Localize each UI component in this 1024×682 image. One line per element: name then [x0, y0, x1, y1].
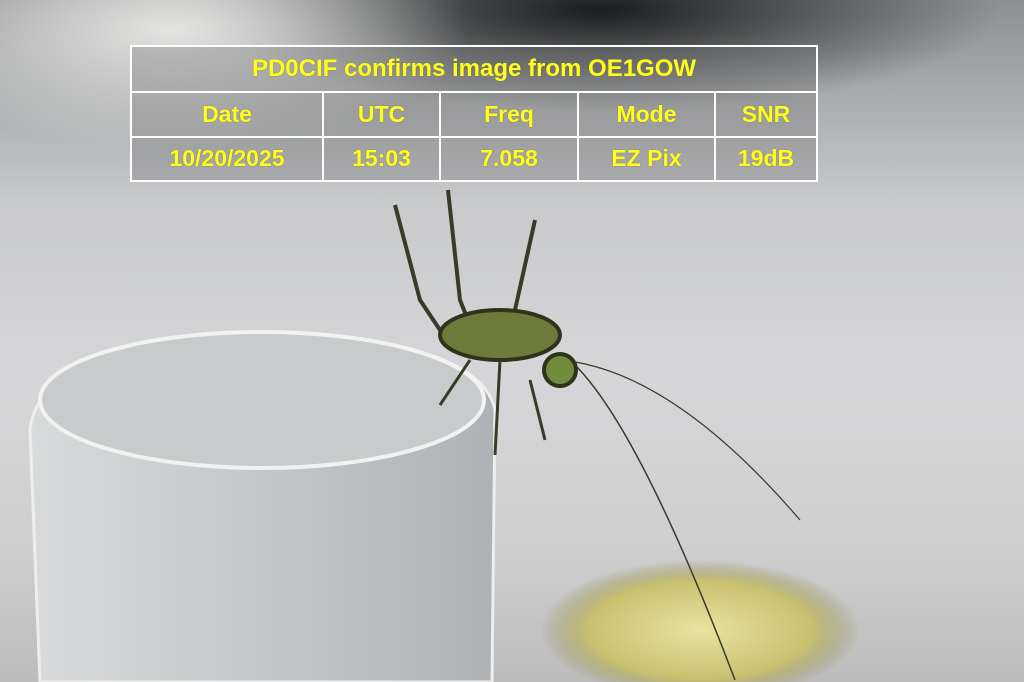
- header-mode: Mode: [577, 91, 716, 138]
- header-row: Date UTC Freq Mode SNR: [130, 91, 818, 138]
- header-date: Date: [130, 91, 324, 138]
- confirmation-table: PD0CIF confirms image from OE1GOW Date U…: [130, 45, 818, 182]
- value-mode: EZ Pix: [577, 135, 716, 182]
- value-freq: 7.058: [439, 135, 579, 182]
- value-utc: 15:03: [322, 135, 441, 182]
- header-utc: UTC: [322, 91, 441, 138]
- header-snr: SNR: [714, 91, 818, 138]
- table-title: PD0CIF confirms image from OE1GOW: [130, 45, 818, 93]
- glass-rim: [38, 330, 486, 470]
- lemon-slice: [540, 560, 860, 682]
- cricket: [393, 189, 801, 681]
- values-row: 10/20/2025 15:03 7.058 EZ Pix 19dB: [130, 135, 818, 182]
- value-date: 10/20/2025: [130, 135, 324, 182]
- value-snr: 19dB: [714, 135, 818, 182]
- title-row: PD0CIF confirms image from OE1GOW: [130, 45, 818, 93]
- header-freq: Freq: [439, 91, 579, 138]
